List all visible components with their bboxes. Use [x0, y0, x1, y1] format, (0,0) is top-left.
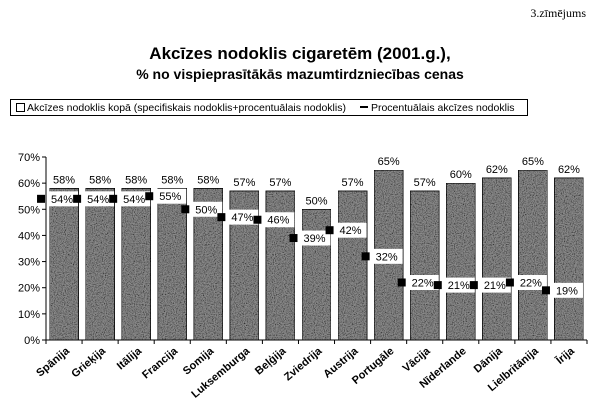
- y-tick-label: 70%: [18, 152, 40, 164]
- bar-value-label: 57%: [233, 177, 255, 189]
- y-tick-label: 20%: [18, 283, 40, 295]
- marker-value-label: 54%: [123, 194, 145, 206]
- legend-bar-label: Akcīzes nodoklis kopā (specifiskais nodo…: [27, 102, 346, 114]
- marker-label-bg: [479, 277, 511, 293]
- marker: [37, 194, 46, 203]
- marker-label-bg: [551, 282, 583, 298]
- marker-value-label: 54%: [87, 194, 109, 206]
- bar: [518, 169, 548, 341]
- bar-value-label: 62%: [486, 164, 508, 176]
- marker-value-label: 46%: [267, 215, 289, 227]
- marker-value-label: 32%: [376, 251, 398, 263]
- marker-label-bg: [47, 191, 79, 207]
- bar: [157, 187, 188, 341]
- marker-value-label: 55%: [159, 191, 181, 203]
- bar-value-label: 65%: [522, 156, 544, 168]
- marker-label-bg: [299, 230, 331, 246]
- bar-value-label: 58%: [125, 174, 147, 186]
- chart-subtitle: % no vispieprasītākās mazumtirdzniecības…: [136, 66, 464, 82]
- y-tick-label: 0%: [24, 335, 40, 347]
- category-label: Zviedrija: [282, 345, 325, 384]
- marker-label-bg: [515, 274, 547, 290]
- chart-title: Akcīzes nodoklis cigaretēm (2001.g.),: [149, 44, 451, 63]
- marker: [505, 278, 514, 287]
- marker-value-label: 50%: [195, 204, 217, 216]
- bar: [445, 182, 476, 341]
- y-tick-label: 10%: [18, 309, 40, 321]
- y-tick-label: 50%: [18, 204, 40, 216]
- bar: [85, 187, 115, 341]
- legend-bar-swatch: [16, 103, 25, 112]
- marker: [397, 278, 406, 287]
- bar-value-label: 58%: [89, 174, 111, 186]
- category-label: Itālija: [115, 345, 145, 373]
- marker-label-bg: [371, 248, 403, 264]
- marker-label-bg: [407, 274, 439, 290]
- marker-value-label: 21%: [448, 280, 470, 292]
- category-label: Francija: [140, 345, 181, 382]
- bar: [409, 190, 440, 341]
- bar: [554, 177, 584, 341]
- marker-label-bg: [119, 191, 151, 207]
- marker-value-label: 39%: [303, 233, 325, 245]
- marker-label-bg: [155, 188, 187, 204]
- bar-value-label: 60%: [450, 169, 472, 181]
- category-label: Īrija: [553, 345, 577, 368]
- marker: [73, 194, 82, 203]
- category-label: Vācija: [401, 345, 434, 375]
- bar: [337, 190, 368, 341]
- bar-value-label: 62%: [558, 164, 580, 176]
- category-label: Dānija: [472, 345, 506, 376]
- marker-label-bg: [335, 222, 367, 238]
- marker-label-bg: [227, 209, 259, 225]
- bar-value-label: 57%: [342, 177, 364, 189]
- y-tick-label: 30%: [18, 257, 40, 269]
- marker: [433, 281, 442, 290]
- legend: Akcīzes nodoklis kopā (specifiskais nodo…: [10, 99, 528, 116]
- marker: [289, 234, 298, 243]
- marker: [181, 205, 190, 214]
- marker-label-bg: [191, 201, 223, 217]
- marker-value-label: 22%: [520, 277, 542, 289]
- bar-value-label: 65%: [378, 156, 400, 168]
- marker: [541, 286, 550, 295]
- bar-value-label: 58%: [161, 174, 183, 186]
- bar: [481, 177, 512, 341]
- marker-label-bg: [443, 277, 475, 293]
- marker: [325, 226, 334, 235]
- marker: [253, 215, 262, 224]
- bar: [49, 187, 79, 341]
- bar: [121, 187, 152, 341]
- marker-value-label: 54%: [51, 194, 73, 206]
- legend-line-swatch: [359, 106, 368, 108]
- marker-label-bg: [83, 191, 115, 207]
- category-label: Spānija: [34, 345, 72, 380]
- y-tick-label: 40%: [18, 230, 40, 242]
- marker-value-label: 22%: [412, 277, 434, 289]
- marker: [145, 192, 154, 201]
- legend-line-label: Procentuālais akcīzes nodoklis: [370, 102, 515, 114]
- bar-value-label: 58%: [197, 174, 219, 186]
- bar-value-label: 57%: [414, 177, 436, 189]
- marker-value-label: 21%: [484, 280, 506, 292]
- marker-value-label: 42%: [340, 225, 362, 237]
- bar-value-label: 50%: [305, 195, 327, 207]
- marker: [217, 213, 226, 222]
- category-label: Grieķija: [69, 345, 108, 381]
- marker-value-label: 19%: [556, 285, 578, 297]
- bar-value-label: 58%: [53, 174, 75, 186]
- y-tick-label: 60%: [18, 178, 40, 190]
- marker-value-label: 47%: [231, 212, 253, 224]
- figure-number: 3.zīmējums: [530, 6, 586, 20]
- marker: [361, 252, 370, 261]
- marker: [469, 281, 478, 290]
- marker: [109, 194, 118, 203]
- marker-label-bg: [263, 212, 295, 228]
- bar-value-label: 57%: [269, 177, 291, 189]
